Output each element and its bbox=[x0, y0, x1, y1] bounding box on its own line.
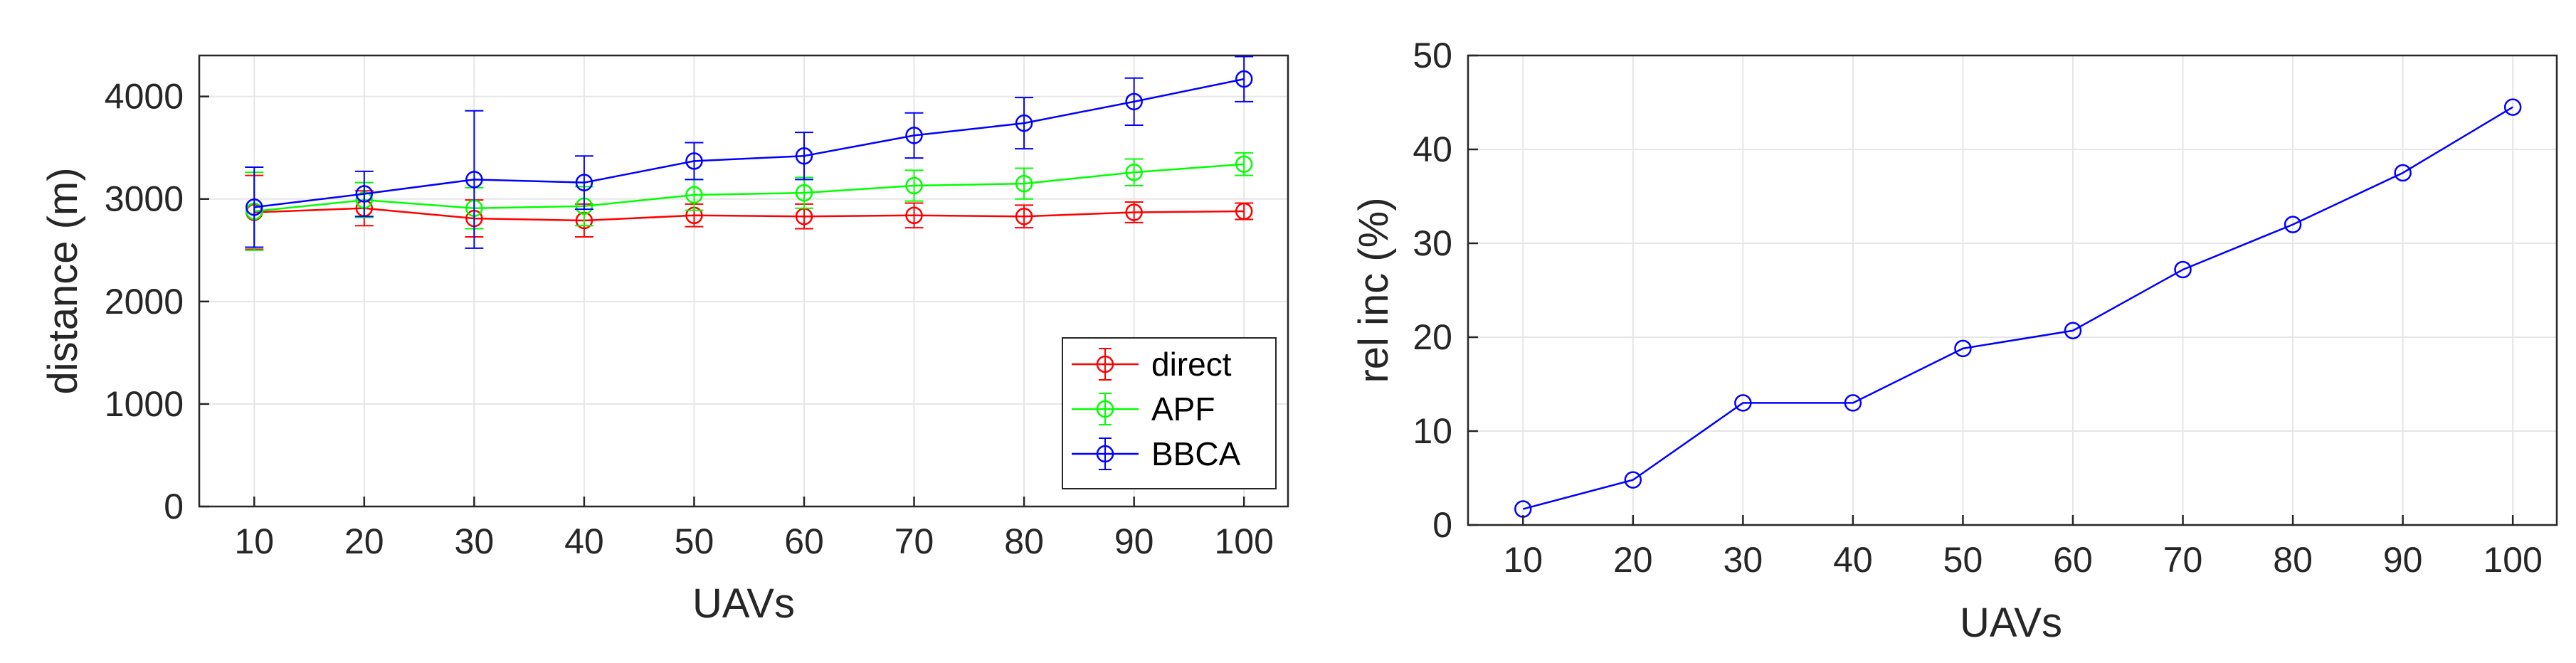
x-tick-label: 30 bbox=[455, 521, 495, 561]
data-point bbox=[1015, 207, 1033, 226]
data-point bbox=[1125, 164, 1143, 181]
x-tick-label: 10 bbox=[234, 521, 274, 561]
data-point bbox=[1125, 203, 1143, 221]
y-tick-label: 50 bbox=[1413, 36, 1452, 75]
x-tick-labels: 10 20 30 40 50 60 70 80 90 100 bbox=[234, 497, 1274, 561]
series-rel-inc bbox=[1514, 98, 2522, 518]
data-point bbox=[1235, 155, 1253, 173]
chart-distance: 10 20 30 40 50 60 70 80 90 100 01000200030004000 … bbox=[40, 54, 1289, 627]
data-point bbox=[246, 198, 263, 216]
y-tick-label: 1000 bbox=[105, 384, 184, 424]
x-tick-label: 60 bbox=[2053, 540, 2093, 580]
data-point bbox=[2284, 216, 2302, 233]
data-point bbox=[905, 206, 923, 225]
data-point bbox=[1235, 70, 1253, 88]
x-axis-label: UAVs bbox=[692, 580, 795, 627]
data-point bbox=[2503, 98, 2522, 116]
y-tick-labels: 0 10 20 30 40 50 bbox=[1413, 36, 1478, 545]
legend-marker bbox=[1096, 355, 1114, 373]
y-tick-label: 3000 bbox=[105, 179, 184, 219]
data-point bbox=[1844, 394, 1862, 412]
x-tick-label: 70 bbox=[2163, 540, 2203, 580]
x-tick-label: 80 bbox=[2273, 540, 2313, 580]
x-tick-label: 90 bbox=[2383, 540, 2423, 580]
series-line bbox=[254, 163, 1245, 213]
y-tick-label: 0 bbox=[164, 487, 184, 526]
legend: direct APF BBCA bbox=[1062, 337, 1277, 489]
data-point bbox=[355, 185, 374, 203]
x-tick-label: 30 bbox=[1724, 540, 1763, 580]
legend-label: direct bbox=[1151, 346, 1232, 383]
data-point bbox=[2064, 322, 2082, 340]
series-line bbox=[254, 207, 1245, 222]
data-point bbox=[685, 152, 703, 170]
series-apf bbox=[245, 152, 1254, 251]
x-tick-label: 10 bbox=[1503, 540, 1543, 580]
data-point bbox=[575, 174, 593, 191]
legend-item: APF bbox=[1072, 391, 1215, 428]
y-tick-label: 20 bbox=[1413, 317, 1452, 357]
x-tick-label: 100 bbox=[2483, 540, 2542, 580]
chart-rel-inc: 10 20 30 40 50 60 70 80 90 100 0 10 20 30 40 50 UAVs r… bbox=[1351, 36, 2558, 646]
data-point bbox=[905, 127, 923, 144]
series-group bbox=[1514, 98, 2522, 518]
y-tick-label: 40 bbox=[1413, 129, 1452, 169]
data-point bbox=[1624, 471, 1642, 489]
data-point bbox=[465, 171, 483, 189]
legend-item: direct bbox=[1072, 346, 1232, 383]
x-tick-labels: 10 20 30 40 50 60 70 80 90 100 bbox=[1503, 515, 2543, 580]
x-tick-label: 100 bbox=[1214, 521, 1273, 561]
legend-label: APF bbox=[1151, 391, 1215, 428]
data-point bbox=[1125, 92, 1143, 111]
legend-marker bbox=[1096, 400, 1114, 418]
series-bbca bbox=[245, 55, 1254, 249]
data-point bbox=[2174, 260, 2192, 279]
data-point bbox=[1235, 202, 1253, 221]
x-axis-label: UAVs bbox=[1960, 600, 2062, 646]
x-tick-label: 50 bbox=[1943, 540, 1983, 580]
x-tick-label: 70 bbox=[894, 521, 934, 561]
gridlines bbox=[1468, 55, 2557, 526]
data-point bbox=[795, 184, 813, 202]
series-line bbox=[254, 78, 1245, 208]
y-axis-label: rel inc (%) bbox=[1351, 197, 1397, 383]
x-tick-label: 60 bbox=[784, 521, 824, 561]
data-point bbox=[685, 186, 703, 204]
series-direct bbox=[245, 174, 1254, 250]
data-point bbox=[2394, 164, 2412, 182]
data-point bbox=[1015, 114, 1033, 132]
y-tick-label: 0 bbox=[1432, 505, 1452, 545]
data-point bbox=[1954, 339, 1972, 358]
series-line bbox=[1522, 106, 2513, 510]
x-tick-label: 80 bbox=[1004, 521, 1044, 561]
y-tick-label: 30 bbox=[1413, 223, 1452, 263]
x-tick-label: 20 bbox=[344, 521, 384, 561]
y-tick-label: 4000 bbox=[105, 77, 184, 117]
series-group bbox=[245, 55, 1254, 251]
data-point bbox=[905, 176, 923, 195]
y-tick-labels: 0 1000 2000 3000 4000 bbox=[105, 77, 209, 526]
axes-frame bbox=[198, 54, 1289, 508]
x-tick-label: 40 bbox=[564, 521, 604, 561]
axes-frame bbox=[1467, 54, 2558, 526]
data-point bbox=[795, 147, 813, 165]
x-tick-label: 20 bbox=[1613, 540, 1653, 580]
x-tick-label: 90 bbox=[1114, 521, 1154, 561]
data-point bbox=[1734, 394, 1752, 412]
x-tick-label: 50 bbox=[675, 521, 714, 561]
data-point bbox=[1015, 174, 1033, 193]
y-axis-label: distance (m) bbox=[40, 167, 86, 394]
legend-item: BBCA bbox=[1072, 435, 1241, 472]
legend-label: BBCA bbox=[1151, 435, 1241, 472]
y-tick-label: 10 bbox=[1413, 411, 1452, 451]
x-tick-label: 40 bbox=[1833, 540, 1873, 580]
legend-marker bbox=[1096, 445, 1114, 463]
y-tick-label: 2000 bbox=[105, 282, 184, 322]
